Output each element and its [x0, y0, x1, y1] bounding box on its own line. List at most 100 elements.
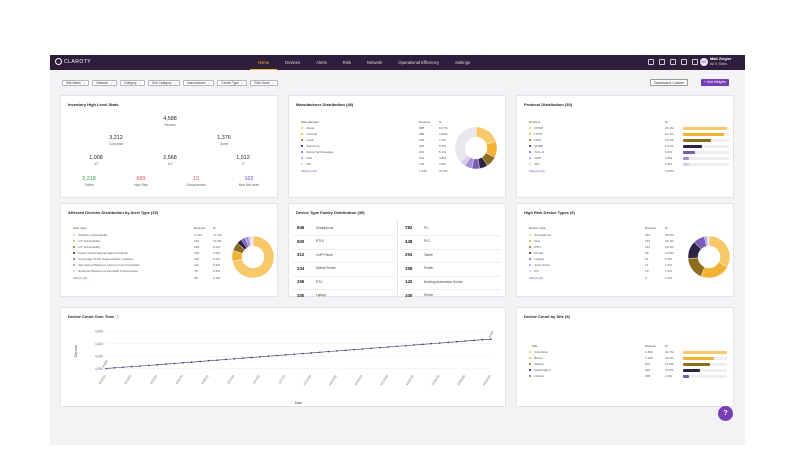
protocol-row[interactable]: DNS: [529, 138, 541, 142]
family-item[interactable]: 234 Mobile Printer: [297, 266, 336, 271]
total-devices-stat[interactable]: 4,588 Devices: [163, 116, 177, 127]
nav-network[interactable]: Network: [366, 60, 383, 65]
data-point[interactable]: [224, 358, 227, 361]
filter-network[interactable]: Network ⌄: [92, 80, 117, 86]
high-risk-row[interactable]: Printer: [529, 251, 544, 255]
donut-slice[interactable]: [708, 235, 710, 247]
filter-site-name[interactable]: Site Name ⌄: [62, 80, 90, 86]
site-row[interactable]: Columbia: [529, 350, 547, 354]
data-point[interactable]: [122, 366, 124, 368]
manufacturer-row[interactable]: Dell: [301, 156, 312, 160]
family-item[interactable]: 312 VoIP Phone: [297, 252, 333, 257]
data-point[interactable]: [387, 346, 390, 348]
protocol-row[interactable]: SNMP: [529, 144, 543, 148]
manufacturer-row[interactable]: Zebra Technologies: [301, 150, 333, 154]
data-point[interactable]: [336, 350, 338, 352]
donut-slice[interactable]: [700, 261, 728, 279]
data-point[interactable]: [147, 364, 150, 367]
data-point[interactable]: [310, 352, 313, 354]
nav-devices[interactable]: Devices: [285, 60, 301, 65]
family-item[interactable]: 782 PC: [405, 225, 428, 230]
data-point[interactable]: [481, 338, 484, 341]
data-point[interactable]: [396, 345, 398, 348]
data-point[interactable]: [165, 363, 167, 365]
data-point[interactable]: [105, 367, 107, 370]
data-point[interactable]: [473, 339, 475, 342]
data-point[interactable]: [173, 362, 176, 365]
data-point[interactable]: [370, 347, 373, 350]
others-row[interactable]: Others (42): [301, 169, 317, 173]
data-point[interactable]: [438, 342, 441, 344]
alert-type-row[interactable]: Platform Vulnerability: [73, 233, 108, 237]
family-item[interactable]: 500 RTLS: [297, 239, 324, 244]
protocol-row[interactable]: DHCP: [529, 126, 543, 130]
data-point[interactable]: [156, 363, 159, 366]
user-menu[interactable]: MZ Matt Zeigler All 5 Sites: [700, 57, 731, 66]
data-point[interactable]: [276, 354, 278, 357]
data-point[interactable]: [301, 352, 304, 355]
high-risk-row[interactable]: PC: [529, 269, 539, 273]
high-risk-row[interactable]: RTU: [529, 245, 541, 249]
filter-icon[interactable]: [692, 59, 698, 65]
add-widgets-button[interactable]: + Add Widgets: [701, 79, 729, 86]
manufacturer-row[interactable]: HP: [301, 162, 311, 166]
site-row[interactable]: Bravo: [529, 356, 542, 360]
filter-category[interactable]: Category ⌄: [119, 80, 146, 86]
donut-slice[interactable]: [708, 235, 731, 268]
dashboard-select[interactable]: Dashboard: Custom: [650, 79, 689, 86]
data-point[interactable]: [207, 359, 210, 362]
data-point[interactable]: [250, 356, 253, 359]
compromised-stat[interactable]: 13 Compromised: [186, 176, 206, 187]
data-point[interactable]: [267, 355, 270, 358]
data-point[interactable]: [327, 350, 330, 353]
site-row[interactable]: Clinton: [529, 374, 544, 378]
data-point[interactable]: [242, 357, 244, 359]
others-row[interactable]: Others (23): [529, 169, 545, 173]
nav-settings[interactable]: Settings: [454, 60, 471, 65]
filter-sub-category[interactable]: Sub Category ⌄: [148, 80, 181, 86]
alert-type-row[interactable]: Guest VLAN Segmentation Violation: [73, 251, 128, 255]
family-item[interactable]: 158 Printer: [405, 266, 433, 271]
data-point[interactable]: [216, 359, 219, 361]
high-risk-stat[interactable]: 689 High Risk: [134, 176, 148, 187]
alert-type-row[interactable]: Attempted Malicious Internet Communicati…: [73, 263, 140, 267]
data-point[interactable]: [182, 361, 184, 364]
data-point[interactable]: [378, 346, 381, 349]
high-risk-row[interactable]: Smartphone: [529, 233, 551, 237]
alert-type-row[interactable]: Corporate VLAN Segmentation Violation: [73, 257, 134, 261]
protocol-row[interactable]: TLS v2: [529, 150, 544, 154]
search-icon[interactable]: [670, 59, 676, 65]
alert-type-row[interactable]: External Plaintext Credentials Transmiss…: [73, 269, 138, 273]
filter-manufacturer[interactable]: Manufacturer ⌄: [183, 80, 215, 86]
data-point[interactable]: [361, 348, 364, 350]
nav-home[interactable]: Home: [250, 55, 278, 70]
manufacturer-row[interactable]: Apple: [301, 126, 314, 130]
alert-type-row[interactable]: IoT Vulnerability: [73, 239, 100, 243]
monitor-icon[interactable]: [648, 59, 654, 65]
corporate-stat[interactable]: 3,212 Corporate: [108, 135, 124, 146]
protocol-row[interactable]: ARP: [529, 156, 541, 160]
high-risk-row[interactable]: PLC: [529, 239, 540, 243]
family-item[interactable]: 846 Smartphone: [297, 225, 333, 230]
new-this-week-stat[interactable]: 102 New this week: [238, 176, 260, 187]
donut-slice[interactable]: [232, 235, 275, 279]
manufacturer-row[interactable]: Cisco: [301, 138, 314, 142]
info-icon[interactable]: ⓘ: [115, 314, 120, 319]
data-point[interactable]: [490, 338, 492, 340]
alert-type-row[interactable]: IoT Vulnerability: [73, 245, 100, 249]
nav-risk[interactable]: Risk: [342, 60, 351, 65]
data-point[interactable]: [464, 340, 467, 342]
others-row[interactable]: Others (8): [73, 276, 87, 280]
nav-alerts[interactable]: Alerts: [316, 60, 327, 65]
data-point[interactable]: [344, 349, 347, 352]
site-row[interactable]: Albany: [529, 362, 544, 366]
it-stat[interactable]: 1,012 IT: [236, 155, 250, 166]
data-point[interactable]: [293, 353, 296, 355]
bell-icon[interactable]: [681, 59, 687, 65]
data-point[interactable]: [259, 356, 261, 358]
family-item[interactable]: 448 PLC: [405, 239, 430, 244]
data-point[interactable]: [430, 342, 432, 345]
family-item[interactable]: 142 Building Automation Device: [405, 279, 463, 284]
data-point[interactable]: [413, 344, 415, 346]
iiot-stat[interactable]: 2,568 IoT: [163, 155, 177, 166]
